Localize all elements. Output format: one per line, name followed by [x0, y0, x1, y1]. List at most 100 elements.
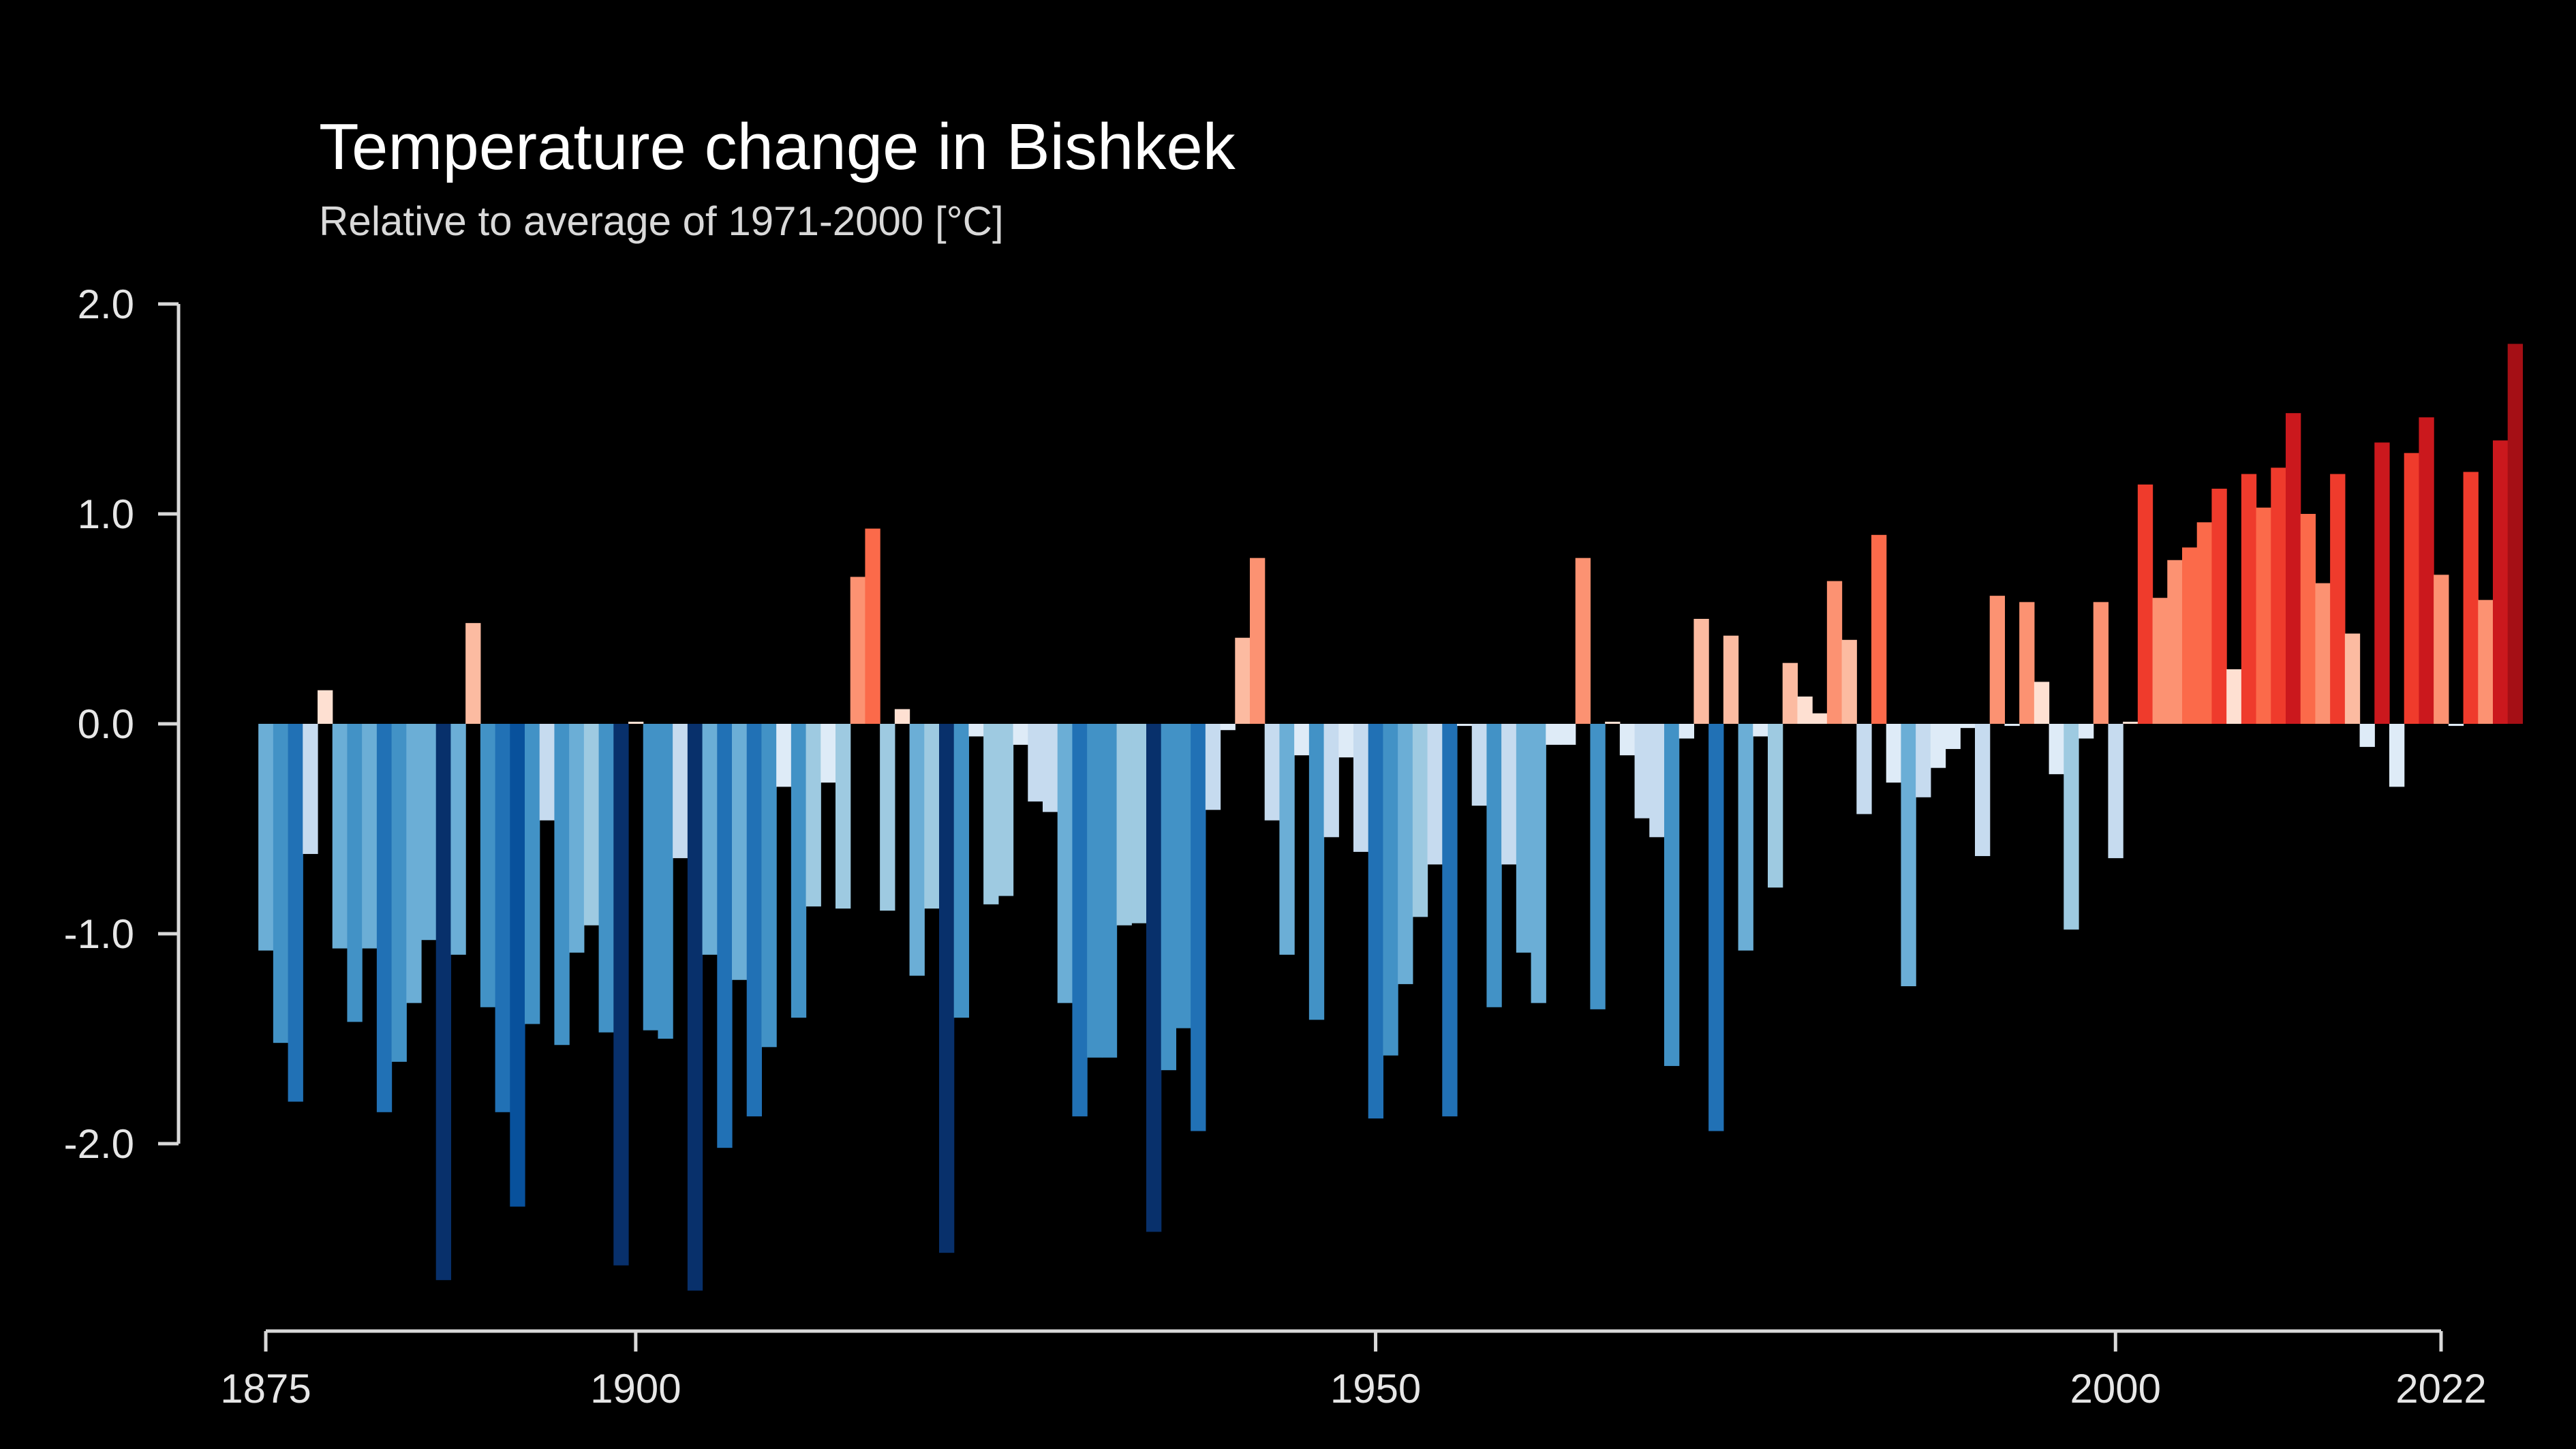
- bar-1879: [318, 690, 333, 724]
- bar-2017: [2359, 724, 2375, 747]
- bar-1924: [983, 724, 999, 904]
- bar-1984: [1871, 534, 1887, 724]
- bar-1950: [1368, 724, 1384, 1119]
- bar-2007: [2211, 489, 2227, 724]
- bar-1913: [821, 724, 836, 783]
- bar-1988: [1930, 724, 1946, 768]
- x-tick-label: 1875: [220, 1366, 311, 1412]
- bar-1931: [1087, 724, 1103, 1058]
- y-tick-label: -1.0: [64, 911, 134, 957]
- bar-1948: [1338, 724, 1354, 758]
- bar-1968: [1634, 724, 1650, 819]
- bar-1997: [2064, 724, 2079, 930]
- bar-1992: [1989, 596, 2006, 724]
- bar-2026: [2493, 440, 2509, 724]
- bar-2000: [2108, 724, 2123, 859]
- bar-2016: [2344, 633, 2361, 724]
- bar-1939: [1205, 724, 1221, 810]
- x-tick-label: 2000: [2070, 1366, 2161, 1412]
- bar-1980: [1812, 713, 1828, 724]
- bar-1946: [1308, 724, 1325, 1020]
- bar-1923: [968, 724, 984, 737]
- bar-1979: [1797, 696, 1813, 724]
- bar-1881: [347, 724, 363, 1022]
- bar-2012: [2286, 413, 2301, 724]
- bar-1963: [1561, 724, 1576, 745]
- bar-1965: [1590, 724, 1606, 1009]
- bar-1902: [658, 724, 673, 1039]
- bar-1926: [1013, 724, 1028, 745]
- bar-1910: [776, 724, 792, 787]
- bar-1922: [953, 724, 970, 1018]
- bar-1921: [939, 724, 955, 1253]
- bar-2010: [2256, 507, 2271, 724]
- bar-1903: [673, 724, 688, 859]
- bar-1972: [1693, 619, 1709, 724]
- bar-1995: [2034, 682, 2050, 724]
- bar-1932: [1101, 724, 1118, 1058]
- bar-1896: [569, 724, 585, 953]
- bar-2008: [2226, 669, 2242, 724]
- y-tick-label: 1.0: [78, 491, 134, 537]
- bar-1900: [628, 721, 644, 724]
- bar-1976: [1753, 724, 1768, 737]
- bar-1925: [998, 724, 1014, 896]
- bar-1969: [1649, 724, 1665, 838]
- bar-1927: [1028, 724, 1043, 802]
- bar-2006: [2196, 522, 2213, 724]
- bar-1898: [598, 724, 614, 1033]
- bar-2013: [2300, 514, 2316, 724]
- bar-1909: [761, 724, 777, 1048]
- bar-1983: [1856, 724, 1872, 814]
- y-axis: 2.0 1.0 0.0 -1.0 -2.0: [64, 281, 181, 1167]
- bar-1956: [1457, 724, 1473, 727]
- bar-2001: [2123, 721, 2138, 724]
- bar-1941: [1235, 637, 1251, 724]
- bar-1878: [303, 724, 318, 854]
- bar-2004: [2167, 560, 2183, 724]
- bar-1919: [909, 724, 925, 976]
- bar-1977: [1768, 724, 1783, 888]
- bar-1912: [806, 724, 821, 906]
- bar-1964: [1575, 558, 1591, 724]
- bar-2021: [2419, 417, 2434, 724]
- bar-2023: [2448, 724, 2464, 727]
- bar-1938: [1191, 724, 1206, 1131]
- bar-1907: [732, 724, 748, 980]
- bar-1894: [539, 724, 555, 821]
- bar-1884: [391, 724, 407, 1062]
- bar-1893: [525, 724, 540, 1024]
- bar-1915: [850, 577, 866, 724]
- bar-1967: [1619, 724, 1636, 756]
- bar-1904: [687, 724, 703, 1291]
- bar-1906: [717, 724, 733, 1148]
- bar-1985: [1886, 724, 1902, 783]
- bar-1945: [1294, 724, 1310, 756]
- bar-1876: [273, 724, 289, 1043]
- bar-1994: [2019, 602, 2035, 724]
- bar-1955: [1442, 724, 1458, 1116]
- bar-1981: [1826, 581, 1843, 724]
- bar-1986: [1901, 724, 1916, 986]
- bar-1908: [746, 724, 763, 1116]
- bar-1886: [421, 724, 437, 941]
- bar-1875: [258, 724, 274, 951]
- bar-1880: [332, 724, 348, 949]
- bars-group: [258, 344, 2524, 1291]
- bar-1958: [1486, 724, 1502, 1007]
- y-tick-label: -2.0: [64, 1121, 134, 1167]
- bar-1973: [1708, 724, 1724, 1131]
- bar-2003: [2152, 598, 2168, 724]
- bar-1953: [1412, 724, 1428, 917]
- bar-2011: [2271, 468, 2286, 724]
- bar-1989: [1945, 724, 1961, 749]
- x-tick-label: 1900: [590, 1366, 681, 1412]
- bar-1959: [1501, 724, 1517, 865]
- bar-1991: [1975, 724, 1991, 857]
- bar-2014: [2315, 583, 2331, 724]
- bar-1987: [1916, 724, 1931, 797]
- bar-2018: [2374, 442, 2390, 724]
- bar-2019: [2389, 724, 2405, 787]
- bar-1897: [583, 724, 600, 926]
